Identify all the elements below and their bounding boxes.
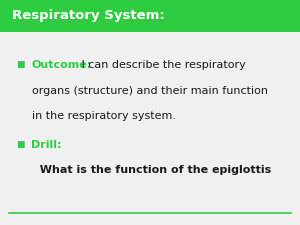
Text: Outcome:: Outcome: bbox=[32, 60, 92, 70]
Text: Drill:: Drill: bbox=[32, 140, 62, 149]
Text: What is the function of the epiglottis: What is the function of the epiglottis bbox=[32, 165, 271, 175]
Text: I can describe the respiratory: I can describe the respiratory bbox=[78, 60, 246, 70]
Text: ■: ■ bbox=[16, 60, 25, 69]
Text: Respiratory System:: Respiratory System: bbox=[12, 9, 165, 22]
Text: in the respiratory system.: in the respiratory system. bbox=[32, 111, 176, 121]
Text: organs (structure) and their main function: organs (structure) and their main functi… bbox=[32, 86, 268, 95]
Text: ■: ■ bbox=[16, 140, 25, 148]
